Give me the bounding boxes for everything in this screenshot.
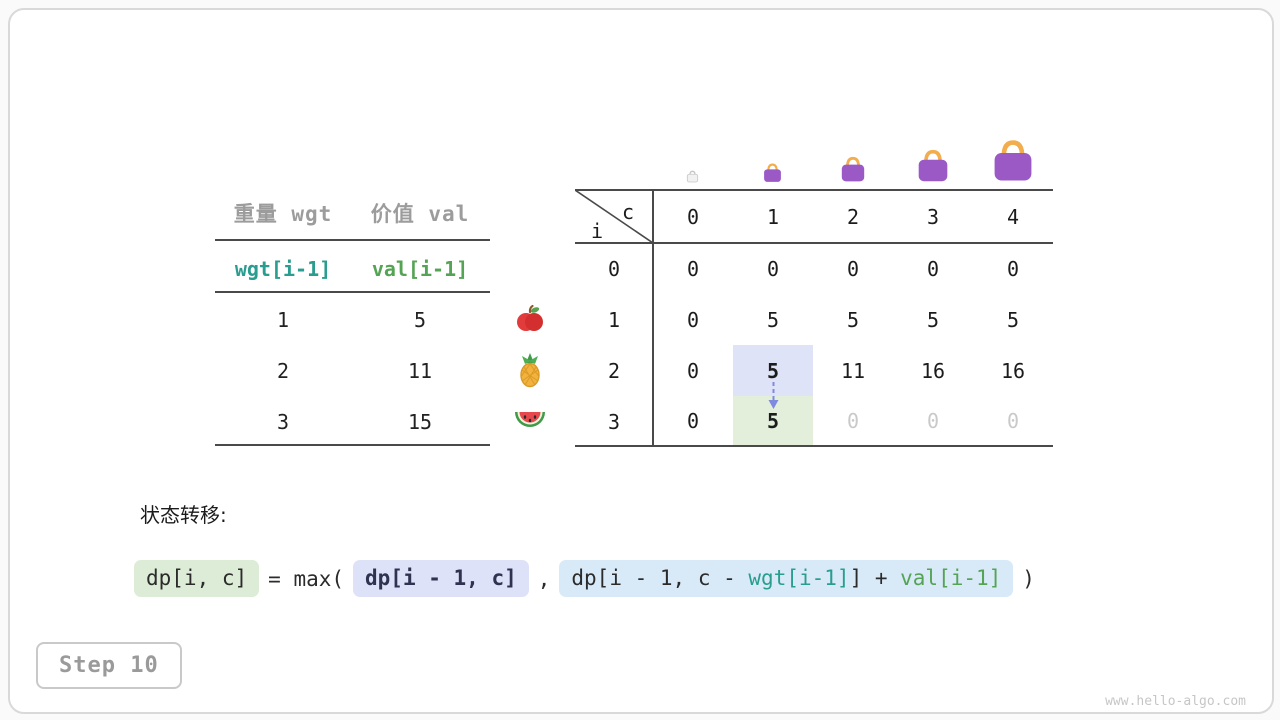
item-table-header-weight: 重量 wgt [233,202,333,226]
item-table-rule-top [215,239,490,241]
item-weight: 2 [276,359,290,383]
bag-icon-capacity-4 [990,139,1036,183]
dp-cell-pending: 0 [926,409,940,433]
dp-col-header: 3 [926,204,940,229]
state-transition-label: 状态转移: [140,503,227,527]
dp-cell: 16 [920,358,946,383]
step-badge: Step 10 [36,642,182,689]
bag-icon-capacity-0 [686,170,699,183]
dp-table-rule-top [575,189,1053,191]
dp-cell: 16 [1000,358,1026,383]
dp-corner-col-label: c [622,200,635,224]
dp-cell: 0 [926,256,940,281]
watermark: www.hello-algo.com [1105,694,1246,709]
dp-cell: 5 [766,307,780,332]
dp-cell: 0 [846,256,860,281]
item-value: 11 [407,359,433,383]
bag-icon-capacity-1 [762,163,783,183]
formula-comma: , [537,566,551,591]
dp-row-header: 1 [607,307,621,332]
formula-arg2-prefix: dp[i - 1, c - [571,566,749,590]
formula-arg2-val: val[i-1] [900,566,1002,590]
item-table-var-val: val[i-1] [371,257,469,281]
dp-cell-target: 5 [766,409,780,433]
dp-cell-pending: 0 [1006,409,1020,433]
dp-cell: 0 [1006,256,1020,281]
transition-arrow-icon [766,381,781,411]
apple-icon [514,303,546,335]
dp-cell: 0 [766,256,780,281]
dp-corner-row-label: i [591,219,604,243]
item-table-var-wgt: wgt[i-1] [234,257,332,281]
formula-lhs-chip: dp[i, c] [134,560,260,598]
bag-icon-capacity-3 [915,149,951,183]
dp-cell-pending: 0 [846,409,860,433]
formula-arg2-wgt: wgt[i-1] [748,566,850,590]
dp-cell: 5 [846,307,860,332]
pineapple-icon [513,352,547,388]
dp-table-rule-header [575,242,1053,244]
state-transition-formula: dp[i, c] = max( dp[i - 1, c] , dp[i - 1,… [134,560,1035,598]
dp-cell: 5 [926,307,940,332]
formula-arg2-chip: dp[i - 1, c - wgt[i-1]] + val[i-1] [559,560,1014,598]
watermelon-icon [512,406,548,432]
item-weight: 3 [276,410,290,434]
item-value: 5 [413,308,427,332]
dp-table-rule-vertical [652,189,654,447]
dp-col-header: 0 [686,204,700,229]
dp-cell-highlight-source [733,345,813,396]
dp-cell: 0 [686,409,700,433]
dp-cell: 0 [686,256,700,281]
item-table-rule-bottom [215,444,490,446]
dp-col-header: 4 [1006,204,1020,229]
dp-corner-diagonal [575,190,653,243]
dp-row-header: 3 [607,409,621,434]
dp-col-header: 1 [766,204,780,229]
item-value: 15 [407,410,433,434]
dp-col-header: 2 [846,204,860,229]
item-table-header-value: 价值 val [370,202,470,226]
dp-cell: 5 [1006,307,1020,332]
dp-row-header: 2 [607,358,621,383]
formula-close-paren: ) [1022,566,1035,591]
formula-eq-max: = max( [268,566,345,591]
formula-arg2-mid: ] + [849,566,901,590]
dp-cell-source: 5 [766,358,780,383]
dp-cell: 0 [686,358,700,383]
formula-arg1-chip: dp[i - 1, c] [353,560,529,598]
dp-cell: 0 [686,307,700,332]
item-weight: 1 [276,308,290,332]
bag-icon-capacity-2 [839,156,867,183]
dp-row-header: 0 [607,256,621,281]
dp-table-rule-bottom [575,445,1053,447]
dp-cell: 11 [840,358,866,383]
item-table-rule-mid [215,291,490,293]
